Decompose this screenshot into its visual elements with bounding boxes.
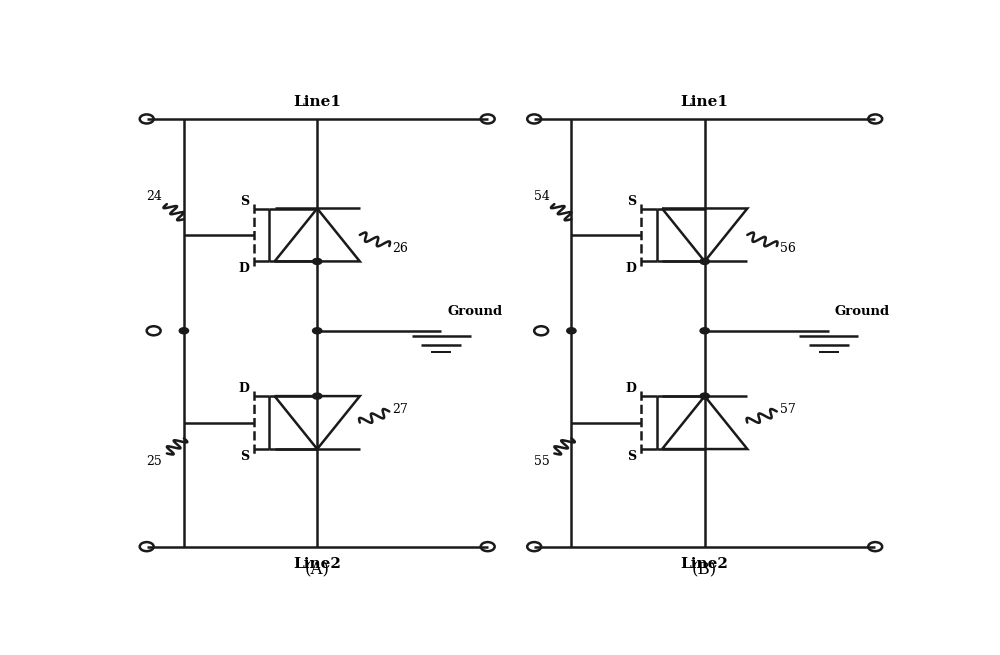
Text: 25: 25 bbox=[146, 455, 162, 468]
Text: (B): (B) bbox=[692, 561, 717, 578]
Text: Line1: Line1 bbox=[293, 95, 341, 109]
Text: S: S bbox=[240, 450, 249, 463]
Text: (A): (A) bbox=[305, 561, 330, 578]
Text: D: D bbox=[238, 383, 249, 396]
Text: 26: 26 bbox=[392, 242, 408, 255]
Text: 56: 56 bbox=[780, 242, 796, 255]
Circle shape bbox=[700, 328, 709, 334]
Text: D: D bbox=[238, 262, 249, 275]
Text: 55: 55 bbox=[534, 455, 550, 468]
Circle shape bbox=[313, 259, 322, 265]
Text: Line1: Line1 bbox=[681, 95, 729, 109]
Text: S: S bbox=[627, 195, 637, 208]
Text: 24: 24 bbox=[146, 189, 162, 202]
Text: Ground: Ground bbox=[835, 305, 890, 318]
Text: 57: 57 bbox=[780, 403, 796, 416]
Text: 54: 54 bbox=[534, 189, 550, 202]
Circle shape bbox=[313, 328, 322, 334]
Text: Line2: Line2 bbox=[681, 557, 729, 571]
Text: S: S bbox=[240, 195, 249, 208]
Circle shape bbox=[567, 328, 576, 334]
Circle shape bbox=[313, 393, 322, 399]
Circle shape bbox=[700, 393, 709, 399]
Text: Ground: Ground bbox=[447, 305, 503, 318]
Text: 27: 27 bbox=[392, 403, 408, 416]
Circle shape bbox=[179, 328, 189, 334]
Text: S: S bbox=[627, 450, 637, 463]
Text: D: D bbox=[626, 262, 637, 275]
Text: Line2: Line2 bbox=[293, 557, 341, 571]
Circle shape bbox=[700, 259, 709, 265]
Text: D: D bbox=[626, 383, 637, 396]
